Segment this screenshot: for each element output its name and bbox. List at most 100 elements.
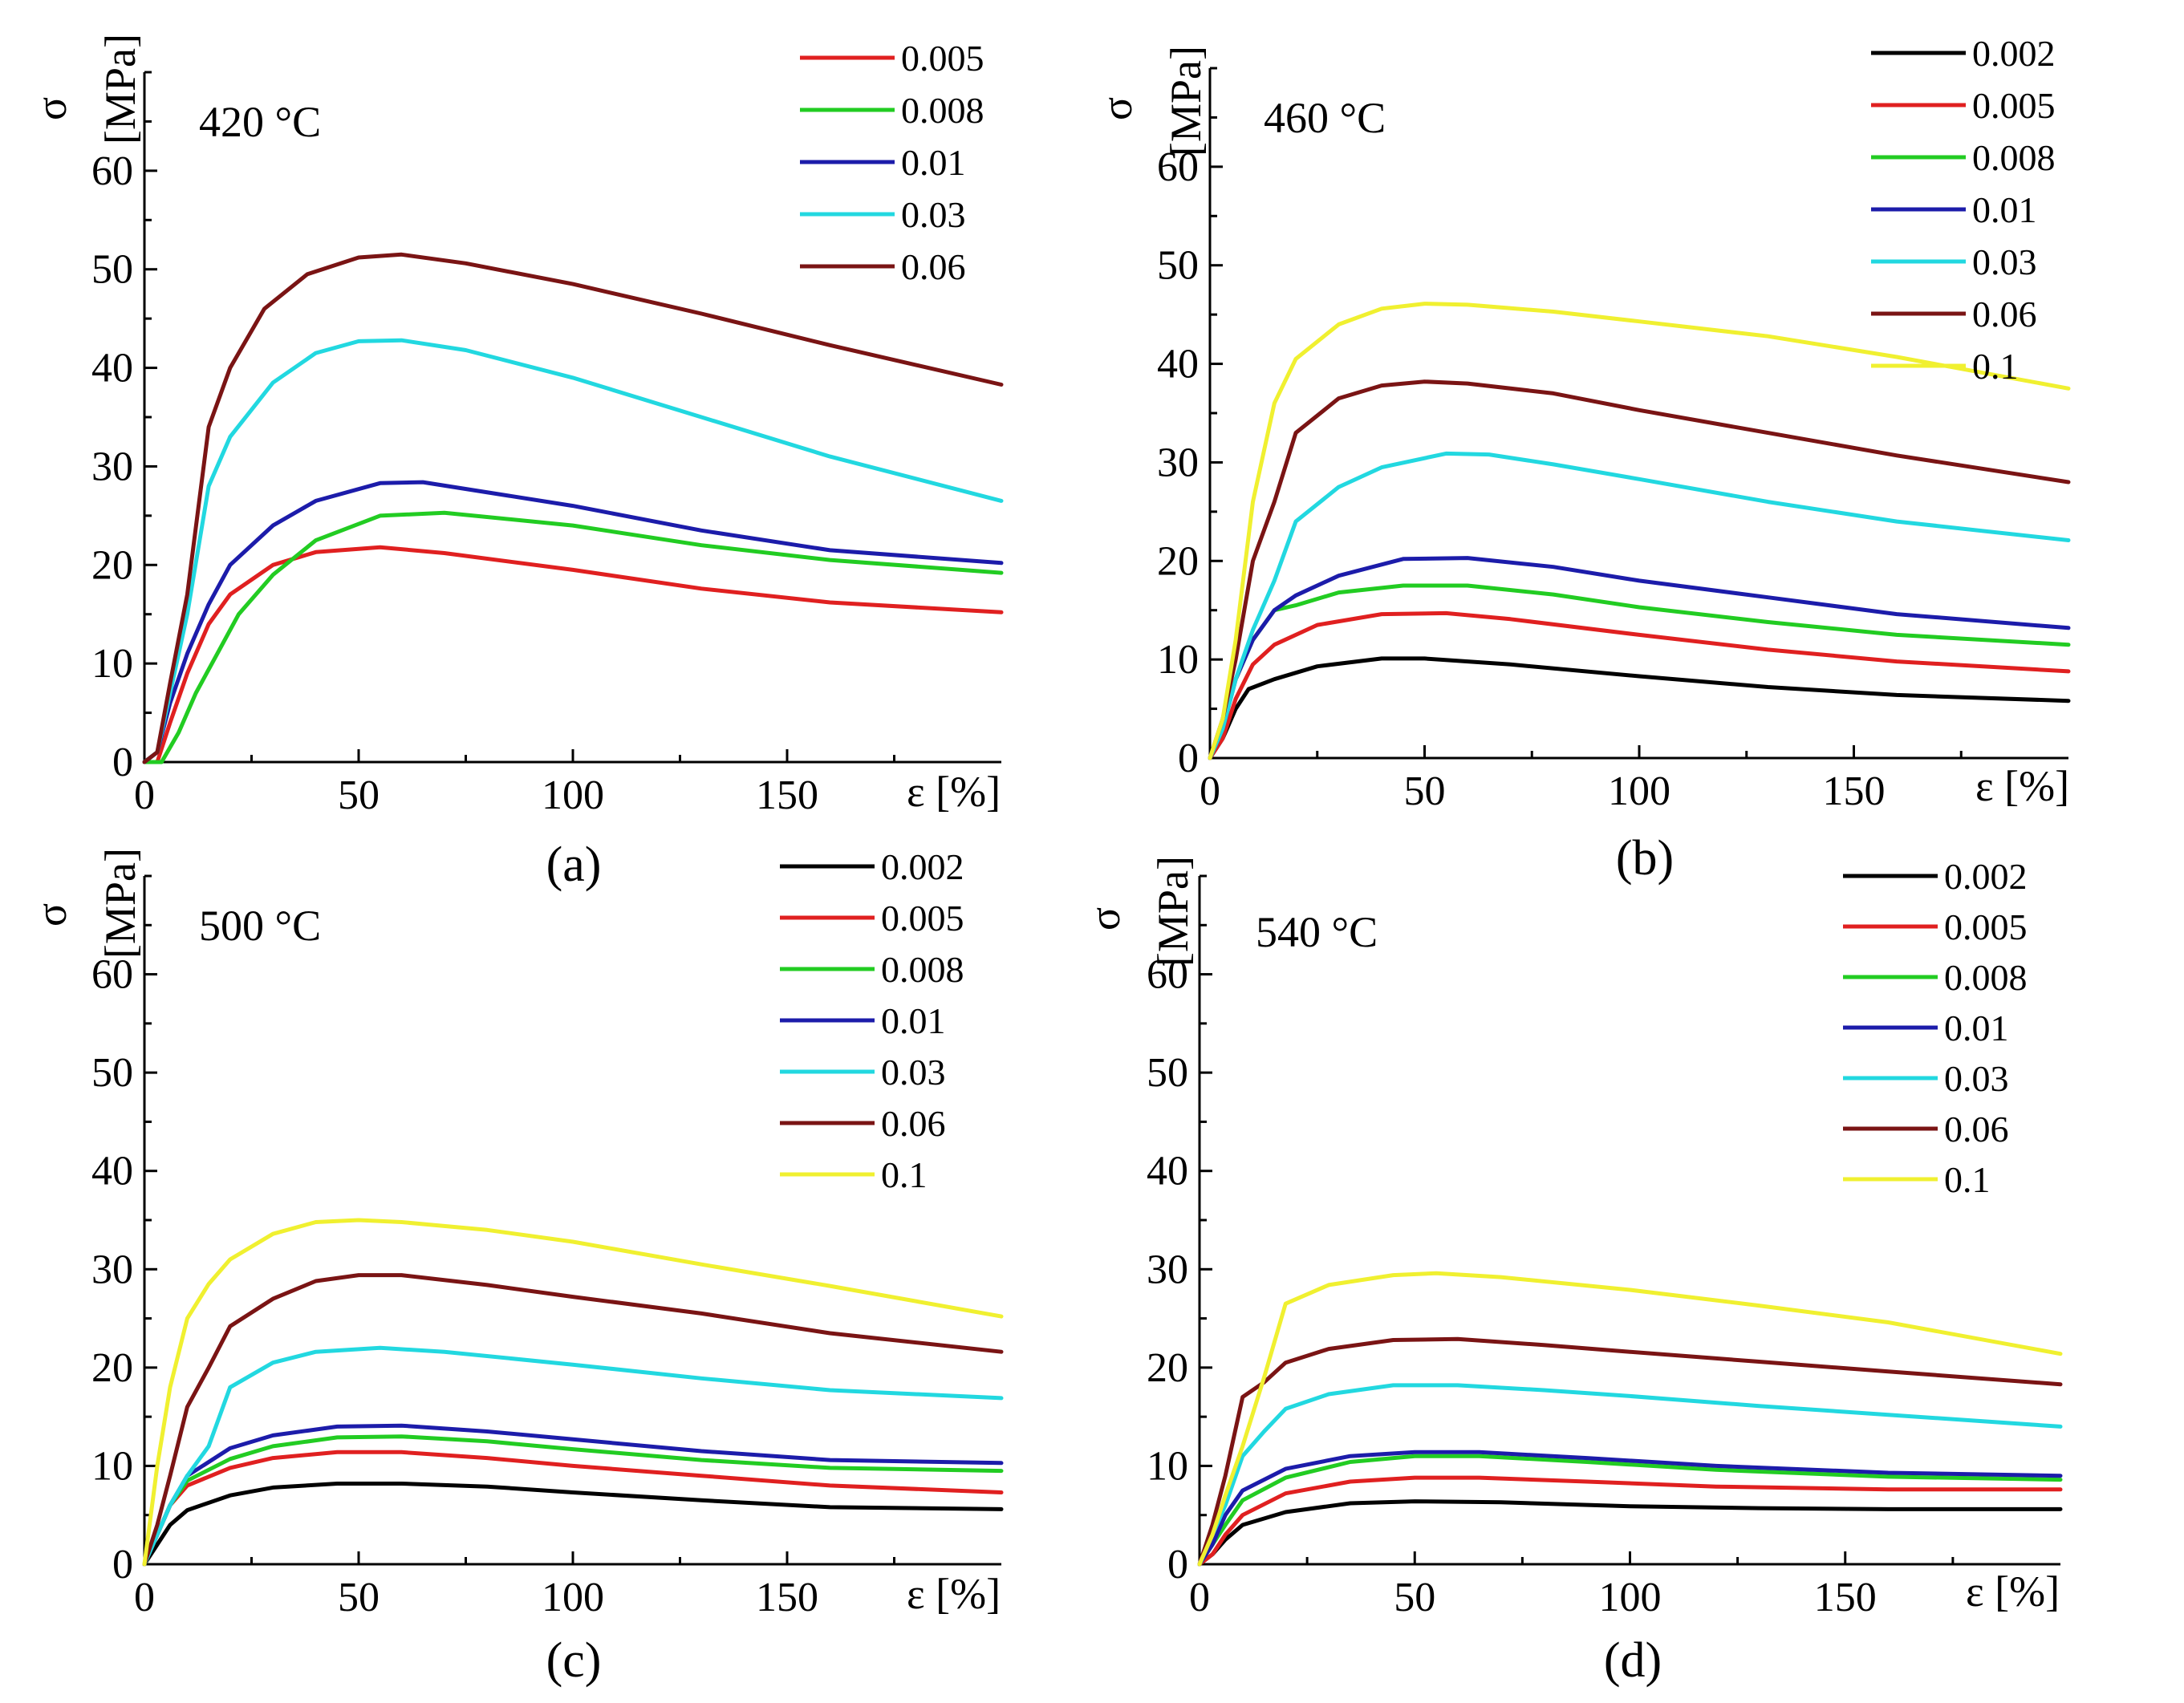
- y-tick-label: 30: [91, 444, 133, 489]
- legend-label: 0.002: [1944, 856, 2028, 897]
- series-line-0.005: [1208, 610, 2071, 760]
- y-axis-unit: [MPa]: [1162, 46, 1210, 156]
- series-line-0.01: [1208, 556, 2071, 760]
- x-tick-label: 50: [1394, 1575, 1435, 1620]
- y-tick-label: 10: [1147, 1443, 1188, 1489]
- y-axis-unit: [MPa]: [1149, 856, 1197, 967]
- legend-label: 0.1: [881, 1154, 928, 1195]
- series-line-0.002: [1208, 656, 2071, 760]
- series-line-0.008: [1197, 1454, 2063, 1567]
- series-line-0.03: [142, 1345, 1004, 1567]
- series-line-0.01: [1197, 1450, 2063, 1567]
- series-line-0.01: [142, 480, 1004, 764]
- y-tick-label: 60: [1157, 144, 1199, 190]
- panel-caption: (b): [1616, 831, 1674, 886]
- y-axis-symbol: σ: [1093, 97, 1141, 120]
- x-tick-label: 150: [1823, 768, 1886, 814]
- legend-label: 0.005: [901, 38, 984, 79]
- y-axis-symbol: σ: [1081, 907, 1129, 931]
- panel-caption: (d): [1604, 1633, 1662, 1688]
- legend-label: 0.01: [1972, 189, 2037, 230]
- panel-b: 460 °C (b) ε [%] σ [MPa] 0 50 100 150 0 10 20 3…: [1093, 33, 2071, 886]
- temperature-label: 500 °C: [199, 902, 321, 950]
- series-line-0.06: [142, 252, 1004, 764]
- legend-label: 0.06: [1944, 1109, 2009, 1150]
- x-tick-label: 0: [1200, 768, 1220, 814]
- panel-caption: (a): [546, 837, 602, 892]
- series-line-0.1: [1208, 302, 2071, 760]
- temperature-label: 540 °C: [1256, 908, 1378, 956]
- legend-label: 0.03: [1944, 1058, 2009, 1099]
- series-line-0.03: [1208, 451, 2071, 760]
- legend-label: 0.03: [881, 1052, 946, 1093]
- series-line-0.005: [1197, 1475, 2063, 1567]
- x-axis-title: ε [%]: [907, 1570, 1001, 1618]
- legend-label: 0.008: [901, 90, 984, 131]
- x-tick-label: 100: [542, 1575, 604, 1620]
- y-axis-symbol: σ: [27, 903, 75, 927]
- y-tick-label: 40: [91, 346, 133, 391]
- series-line-0.1: [142, 1218, 1004, 1567]
- y-tick-label: 40: [1147, 1149, 1188, 1194]
- series-line-0.008: [142, 1434, 1004, 1567]
- y-tick-label: 40: [91, 1149, 133, 1194]
- x-tick-label: 50: [338, 1575, 380, 1620]
- x-tick-label: 100: [1608, 768, 1670, 814]
- series-line-0.002: [1197, 1499, 2063, 1567]
- y-tick-label: 50: [91, 1050, 133, 1096]
- y-tick-label: 0: [1178, 736, 1199, 781]
- series-line-0.005: [142, 545, 1004, 764]
- series-line-0.06: [1208, 379, 2071, 760]
- x-tick-label: 100: [1599, 1575, 1662, 1620]
- y-tick-label: 40: [1157, 342, 1199, 387]
- x-tick-label: 50: [1404, 768, 1446, 814]
- x-tick-label: 150: [756, 1575, 818, 1620]
- legend-label: 0.005: [1944, 906, 2028, 947]
- y-tick-label: 30: [91, 1247, 133, 1292]
- legend-label: 0.01: [881, 1000, 946, 1041]
- y-axis-unit: [MPa]: [96, 848, 144, 959]
- y-axis-unit: [MPa]: [96, 34, 144, 144]
- series-line-0.002: [142, 1482, 1004, 1567]
- x-tick-label: 100: [542, 772, 604, 818]
- legend-label: 0.1: [1972, 346, 2019, 387]
- y-tick-label: 20: [1157, 538, 1199, 584]
- legend-label: 0.008: [1972, 137, 2056, 178]
- legend-label: 0.03: [901, 194, 966, 235]
- panel-d: 540 °C (d) ε [%] σ [MPa] 0 50 100 150 0 10 20 3…: [1081, 856, 2063, 1688]
- x-tick-label: 0: [134, 1575, 155, 1620]
- temperature-label: 420 °C: [199, 98, 321, 146]
- y-tick-label: 50: [1157, 243, 1199, 289]
- legend-label: 0.002: [881, 846, 964, 887]
- legend-label: 0.002: [1972, 33, 2056, 74]
- legend-label: 0.01: [901, 142, 966, 183]
- x-tick-label: 150: [1814, 1575, 1877, 1620]
- series-line-0.03: [1197, 1383, 2063, 1567]
- y-tick-label: 20: [91, 542, 133, 588]
- y-tick-label: 0: [112, 1542, 133, 1587]
- y-tick-label: 30: [1147, 1247, 1188, 1292]
- panel-caption: (c): [546, 1633, 602, 1688]
- y-tick-label: 60: [91, 952, 133, 998]
- y-tick-label: 10: [91, 1443, 133, 1489]
- legend-label: 0.06: [901, 246, 966, 287]
- series-line-0.1: [1197, 1271, 2063, 1567]
- series-line-0.06: [142, 1273, 1004, 1567]
- legend-label: 0.005: [881, 898, 964, 939]
- legend-label: 0.06: [881, 1103, 946, 1144]
- y-tick-label: 50: [91, 247, 133, 293]
- y-tick-label: 20: [91, 1345, 133, 1391]
- x-tick-label: 50: [338, 772, 380, 818]
- legend-label: 0.01: [1944, 1008, 2009, 1048]
- y-tick-label: 60: [91, 148, 133, 194]
- x-axis-title: ε [%]: [907, 768, 1001, 816]
- y-tick-label: 20: [1147, 1345, 1188, 1391]
- y-tick-label: 10: [1157, 637, 1199, 683]
- legend-label: 0.03: [1972, 241, 2037, 282]
- x-tick-label: 150: [756, 772, 818, 818]
- series-line-0.008: [1208, 583, 2071, 760]
- legend-label: 0.1: [1944, 1159, 1991, 1200]
- legend-label: 0.005: [1972, 85, 2056, 126]
- y-tick-label: 0: [112, 740, 133, 785]
